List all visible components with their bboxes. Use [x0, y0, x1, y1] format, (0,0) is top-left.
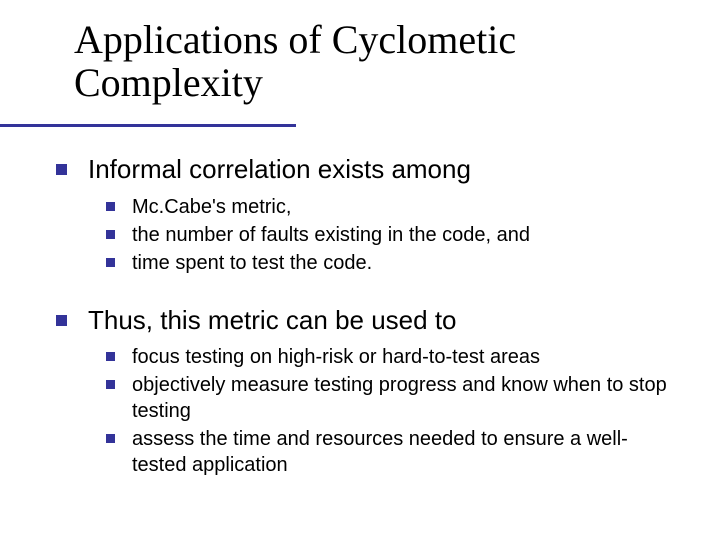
list-item: Informal correlation exists among Mc.Cab… [56, 153, 680, 284]
sub-list: focus testing on high-risk or hard-to-te… [106, 344, 680, 478]
sub-list-item: Mc.Cabe's metric, [106, 194, 680, 220]
list-item-text: Thus, this metric can be used to [88, 305, 457, 335]
sub-list-item-text: assess the time and resources needed to … [132, 428, 628, 476]
sub-list-item: time spent to test the code. [106, 250, 680, 276]
sub-list-item-text: focus testing on high-risk or hard-to-te… [132, 346, 540, 368]
sub-list-item-text: Mc.Cabe's metric, [132, 196, 291, 218]
list-item-text: Informal correlation exists among [88, 154, 471, 184]
sub-list-item: focus testing on high-risk or hard-to-te… [106, 344, 680, 370]
sub-list-item: the number of faults existing in the cod… [106, 222, 680, 248]
sub-list-item-text: objectively measure testing progress and… [132, 374, 667, 422]
list-item: Thus, this metric can be used to focus t… [56, 304, 680, 479]
slide-title: Applications of Cyclometic Complexity [74, 18, 680, 104]
sub-list-item-text: time spent to test the code. [132, 252, 372, 274]
sub-list-item: assess the time and resources needed to … [106, 426, 680, 478]
bullet-list: Informal correlation exists among Mc.Cab… [56, 153, 680, 478]
sub-list-item: objectively measure testing progress and… [106, 372, 680, 424]
sub-list: Mc.Cabe's metric, the number of faults e… [106, 194, 680, 276]
sub-list-item-text: the number of faults existing in the cod… [132, 224, 530, 246]
slide: Applications of Cyclometic Complexity In… [0, 0, 720, 540]
title-underline [0, 124, 296, 127]
